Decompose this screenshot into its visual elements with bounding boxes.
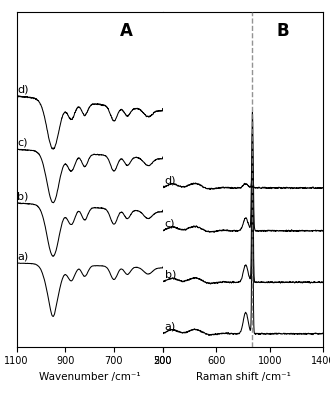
Text: b): b) <box>17 191 28 201</box>
X-axis label: Raman shift /cm⁻¹: Raman shift /cm⁻¹ <box>196 372 290 382</box>
Text: a): a) <box>17 251 28 261</box>
Text: A: A <box>120 22 133 40</box>
Text: a): a) <box>165 321 176 331</box>
Text: d): d) <box>165 175 176 185</box>
Text: B: B <box>277 22 289 40</box>
Text: b): b) <box>165 270 176 280</box>
X-axis label: Wavenumber /cm⁻¹: Wavenumber /cm⁻¹ <box>39 372 140 382</box>
Text: d): d) <box>17 84 28 94</box>
Text: c): c) <box>17 137 27 147</box>
Text: c): c) <box>165 218 175 228</box>
